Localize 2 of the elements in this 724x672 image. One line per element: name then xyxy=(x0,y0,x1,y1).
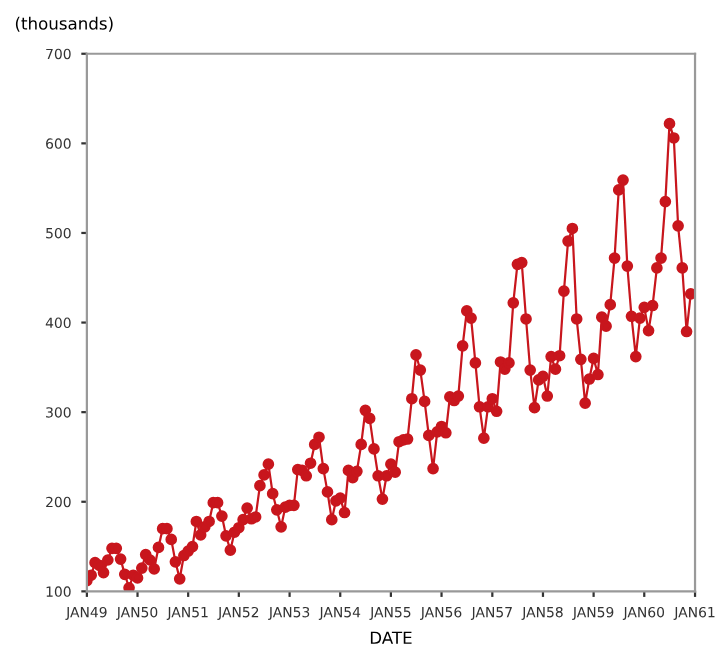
x-axis-title: DATE xyxy=(370,631,412,644)
y-axis-title: (thousands) xyxy=(15,16,113,32)
